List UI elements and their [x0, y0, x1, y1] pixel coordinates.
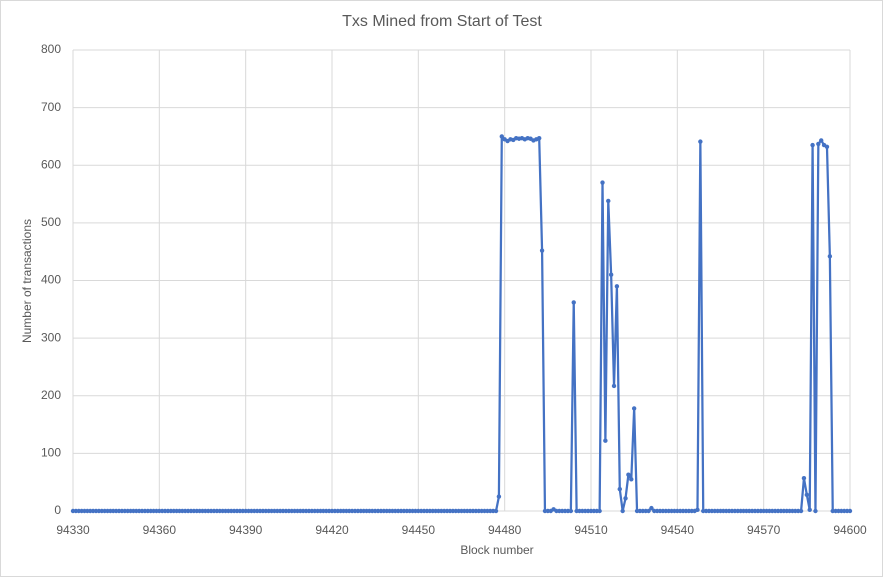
- data-point: [606, 198, 611, 204]
- data-point: [568, 508, 574, 514]
- x-tick-label: 94510: [574, 523, 608, 537]
- data-point: [649, 505, 654, 511]
- data-point: [798, 508, 804, 514]
- y-tick-label: 300: [41, 330, 61, 344]
- data-point: [617, 486, 622, 492]
- x-tick-label: 94420: [315, 523, 349, 537]
- data-point: [611, 383, 617, 389]
- data-point: [847, 508, 853, 514]
- data-point: [804, 492, 810, 498]
- data-point: [603, 438, 608, 443]
- data-point: [499, 134, 504, 139]
- data-point: [608, 272, 614, 277]
- data-point: [631, 406, 637, 411]
- y-tick-label: 200: [41, 388, 61, 402]
- data-point: [493, 508, 499, 514]
- data-point: [646, 508, 651, 514]
- x-tick-label: 94570: [747, 523, 781, 537]
- data-point: [597, 508, 602, 514]
- data-point: [801, 475, 807, 481]
- data-point: [827, 254, 833, 259]
- y-tick-label: 400: [41, 273, 61, 287]
- y-tick-label: 100: [41, 446, 61, 460]
- x-tick-label: 94330: [56, 523, 90, 537]
- x-tick-label: 94540: [661, 523, 695, 537]
- data-point: [813, 508, 818, 514]
- chart-title: Txs Mined from Start of Test: [342, 13, 542, 30]
- data-point: [695, 507, 700, 513]
- y-tick-label: 0: [54, 503, 61, 517]
- data-point: [600, 180, 605, 185]
- x-axis-label: Block number: [460, 543, 533, 557]
- data-point: [698, 139, 703, 144]
- x-tick-label: 94600: [833, 523, 867, 537]
- data-point: [496, 494, 502, 499]
- y-tick-label: 800: [41, 42, 61, 56]
- y-tick-label: 500: [41, 215, 61, 229]
- y-tick-label: 600: [41, 157, 61, 171]
- data-point: [824, 144, 830, 150]
- data-point: [539, 248, 545, 253]
- data-point: [571, 300, 576, 305]
- x-tick-label: 94480: [488, 523, 522, 537]
- y-axis-label: Number of transactions: [20, 219, 34, 343]
- y-tick-label: 700: [41, 100, 61, 114]
- data-point: [620, 508, 625, 514]
- data-point: [816, 141, 821, 147]
- data-point: [807, 507, 812, 513]
- x-tick-label: 94390: [229, 523, 263, 537]
- data-point: [626, 472, 631, 477]
- data-point: [810, 142, 815, 148]
- data-point: [537, 135, 542, 141]
- data-point: [629, 477, 634, 482]
- data-point: [623, 496, 628, 501]
- data-point: [819, 138, 824, 143]
- x-tick-label: 94360: [143, 523, 177, 537]
- x-tick-label: 94450: [402, 523, 436, 537]
- data-point: [614, 284, 620, 289]
